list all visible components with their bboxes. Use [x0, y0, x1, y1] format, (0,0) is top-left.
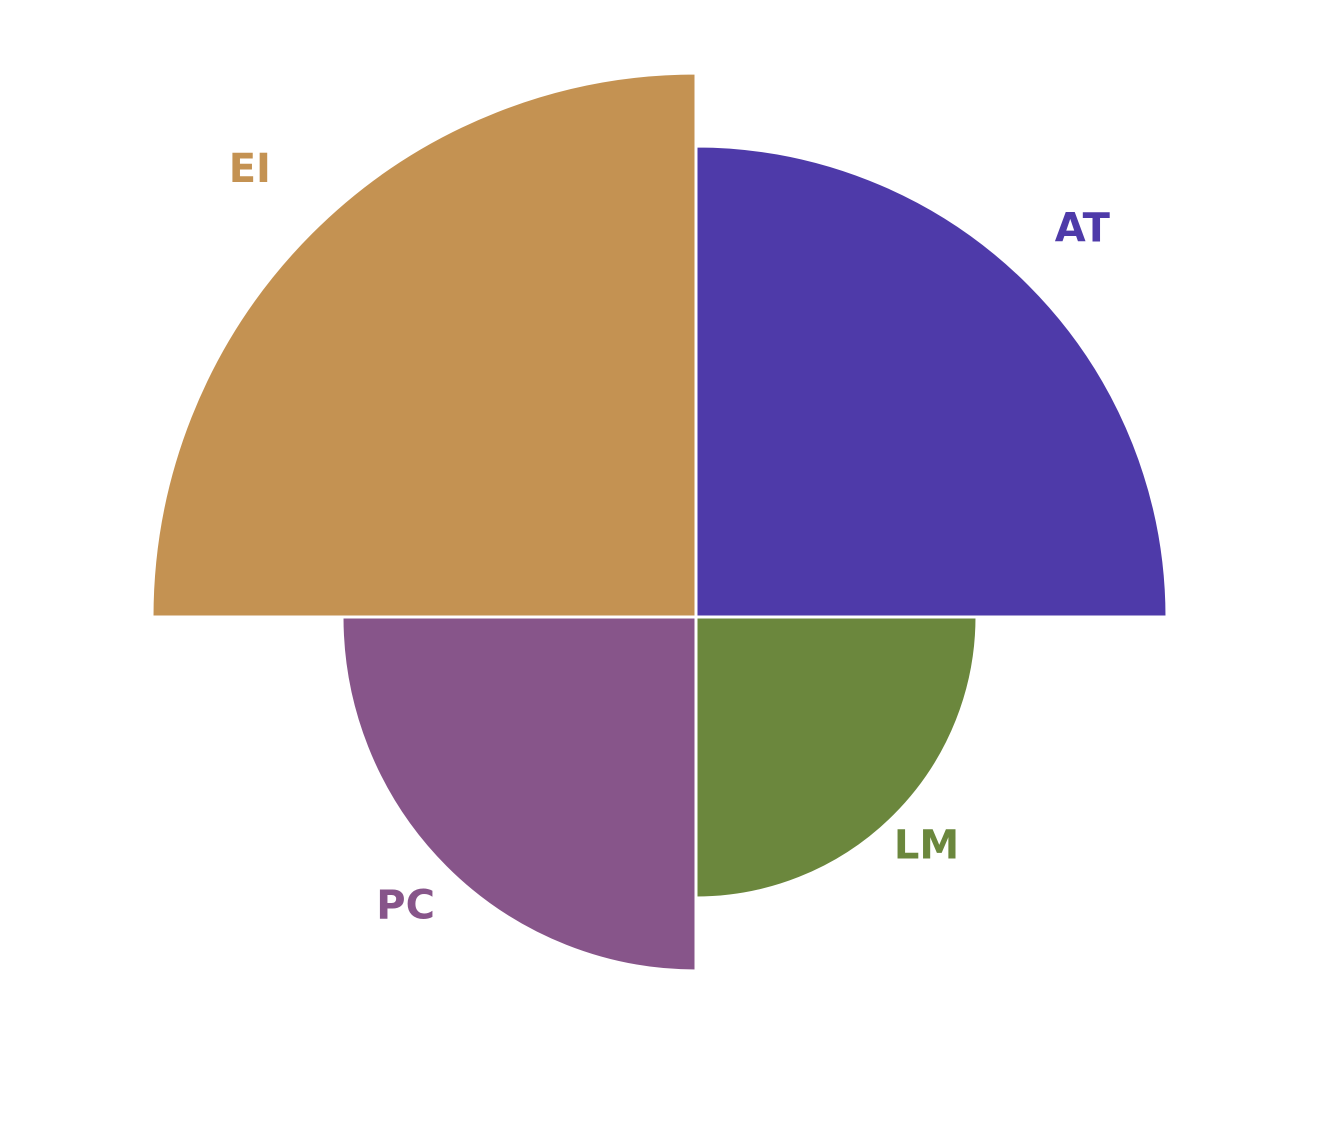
slice-label-lm: LM: [894, 823, 959, 869]
slice-label-pc: PC: [376, 882, 435, 928]
slice-ei[interactable]: [150, 71, 698, 619]
slice-label-at: AT: [1055, 206, 1111, 252]
slice-label-ei: EI: [229, 146, 271, 192]
labels-layer: AT LM PC EI: [229, 146, 1111, 929]
slice-pc[interactable]: [340, 615, 698, 973]
slice-lm[interactable]: [694, 615, 979, 900]
slices-layer: [150, 71, 1169, 973]
slice-at[interactable]: [694, 144, 1169, 619]
